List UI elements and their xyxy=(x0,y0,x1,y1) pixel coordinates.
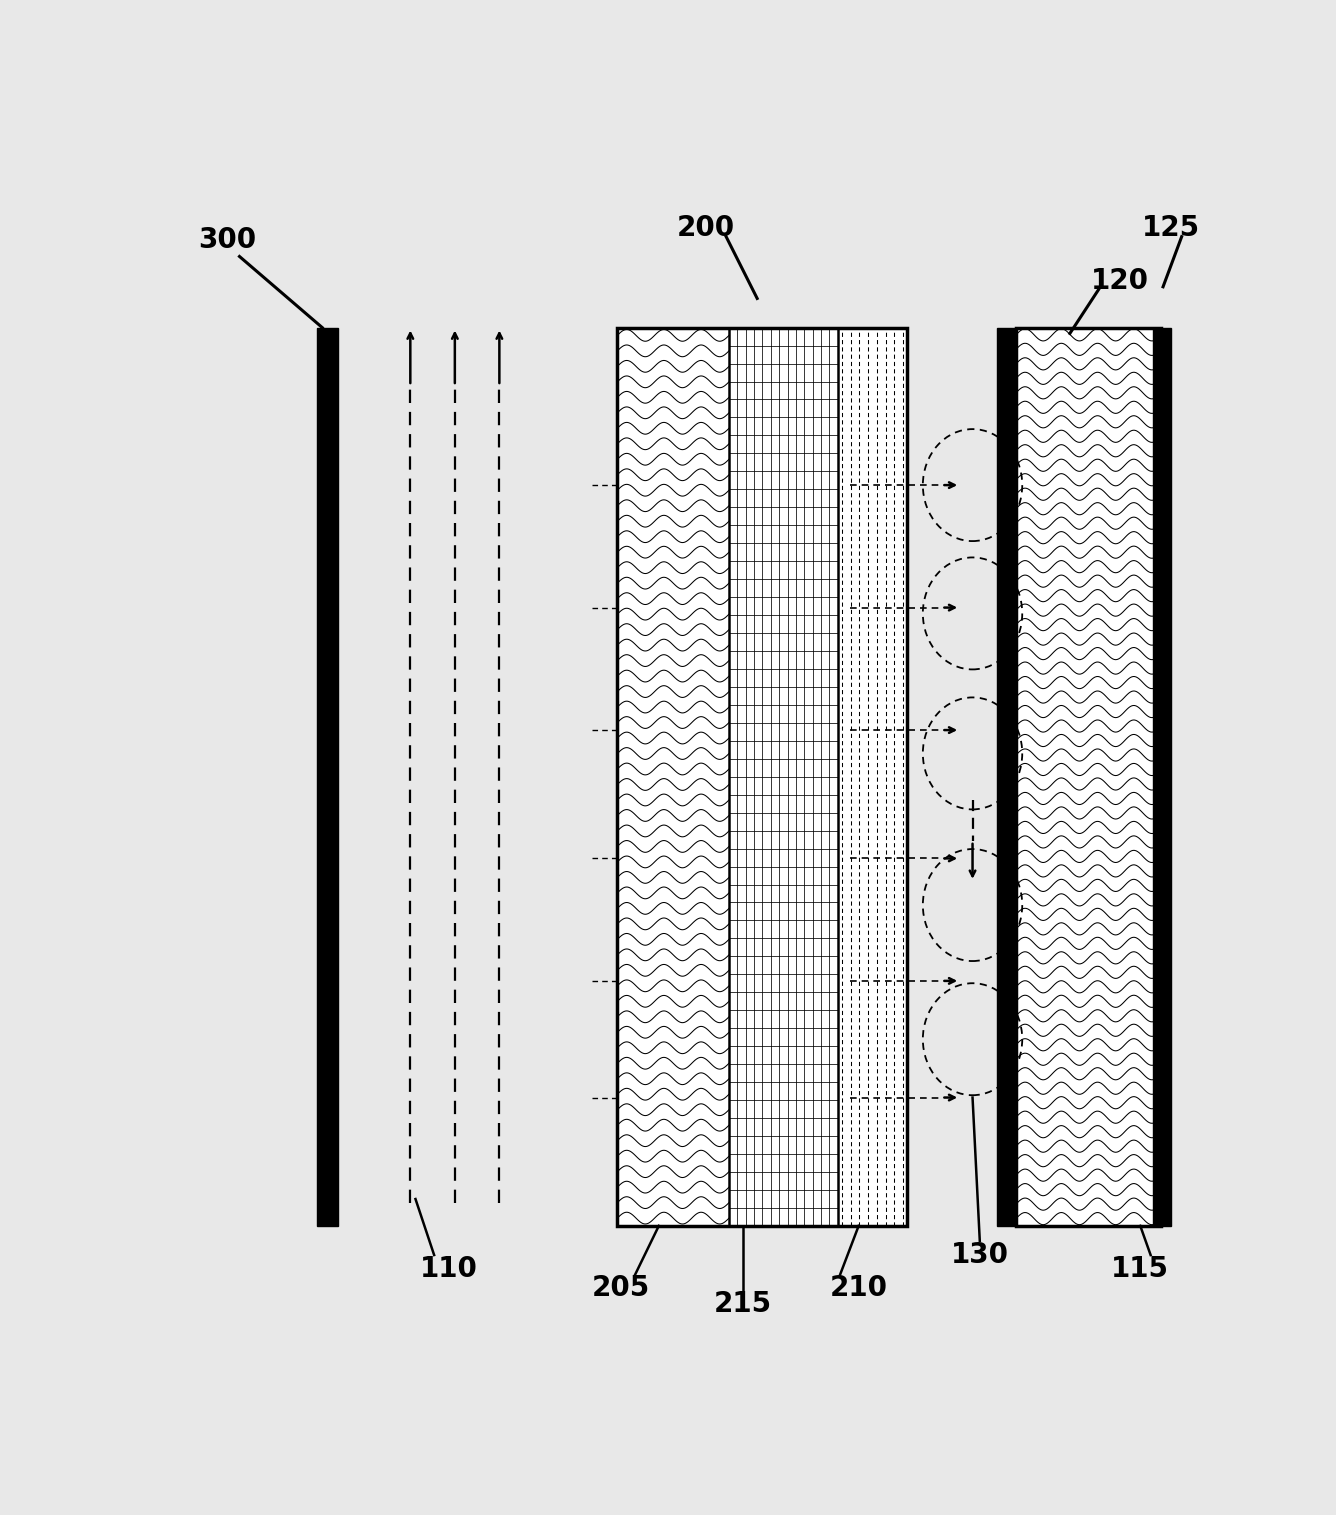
Bar xyxy=(1017,327,1161,1226)
Text: 120: 120 xyxy=(1090,267,1149,295)
Bar xyxy=(1017,327,1161,1226)
Bar xyxy=(317,327,338,1226)
Text: 115: 115 xyxy=(1112,1254,1169,1283)
Bar xyxy=(617,327,907,1226)
Text: 130: 130 xyxy=(951,1241,1009,1270)
Text: 205: 205 xyxy=(592,1274,649,1301)
Bar xyxy=(998,327,1017,1226)
Text: 110: 110 xyxy=(420,1254,477,1283)
Bar xyxy=(1153,327,1172,1226)
Text: 300: 300 xyxy=(198,226,257,255)
Text: 200: 200 xyxy=(676,215,735,242)
Bar xyxy=(838,327,907,1226)
Text: 215: 215 xyxy=(713,1289,772,1318)
Text: 210: 210 xyxy=(830,1274,887,1301)
Bar xyxy=(729,327,838,1226)
Bar xyxy=(617,327,729,1226)
Text: 125: 125 xyxy=(1142,215,1200,242)
